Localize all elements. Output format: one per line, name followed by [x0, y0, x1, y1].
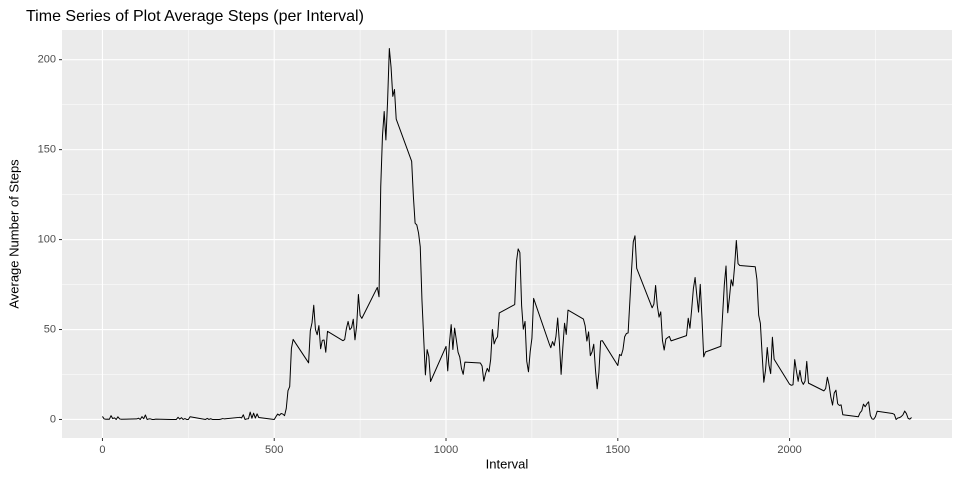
x-tick-label: 1000 [434, 444, 458, 456]
y-axis-title: Average Number of Steps [6, 159, 21, 309]
x-axis-title: Interval [486, 456, 529, 471]
x-tick-label: 1500 [606, 444, 630, 456]
panel-background [62, 30, 952, 438]
y-tick-label: 0 [50, 413, 56, 425]
x-tick-label: 500 [265, 444, 283, 456]
data-line [102, 48, 912, 420]
y-tick-label: 50 [44, 323, 56, 335]
x-tick-label: 0 [99, 444, 105, 456]
y-tick-label: 150 [38, 144, 56, 156]
chart-title: Time Series of Plot Average Steps (per I… [26, 8, 364, 25]
y-tick-label: 100 [38, 233, 56, 245]
x-tick-label: 2000 [777, 444, 801, 456]
y-tick-label: 200 [38, 54, 56, 66]
